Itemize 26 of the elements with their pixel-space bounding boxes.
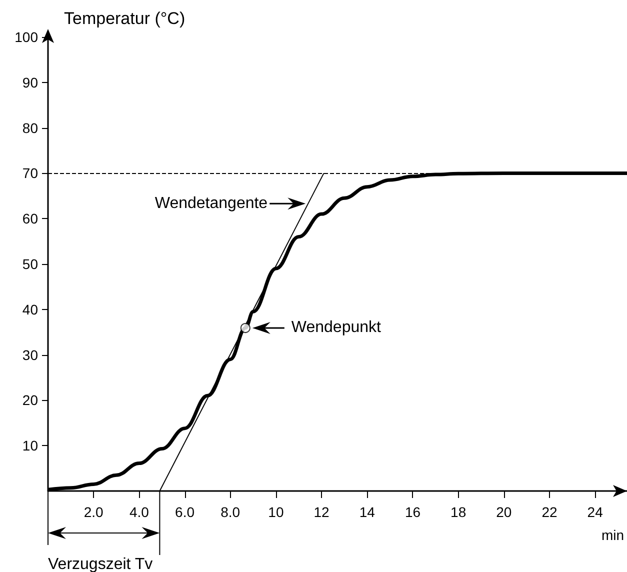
x-tick-label: 16 xyxy=(404,504,421,520)
x-tick-label: 20 xyxy=(496,504,512,520)
x-tick-label: 18 xyxy=(450,504,466,520)
y-tick-label: 100 xyxy=(14,29,38,45)
y-tick-label: 90 xyxy=(22,74,38,90)
annotation: Wendetangente xyxy=(154,194,268,212)
y-axis-title: Temperatur (°C) xyxy=(64,9,186,28)
y-tick-label: 70 xyxy=(22,165,38,182)
y-tick-label: 20 xyxy=(22,392,38,408)
x-tick-label: 6.0 xyxy=(175,504,195,520)
y-tick-label: 30 xyxy=(22,346,38,363)
x-tick-label: 10 xyxy=(268,504,284,520)
y-tick-label: 40 xyxy=(22,301,38,318)
x-tick-label: 24 xyxy=(587,504,604,520)
x-tick-label: 4.0 xyxy=(129,504,150,520)
y-tick-label: 80 xyxy=(22,120,38,136)
x-axis-title: min xyxy=(601,527,624,543)
x-tick-label: 8.0 xyxy=(220,504,240,520)
x-tick-label: 12 xyxy=(314,504,330,520)
annotation: Wendepunkt xyxy=(291,319,382,336)
x-tick-label: 2.0 xyxy=(84,504,104,520)
y-tick-label: 50 xyxy=(22,256,38,272)
y-tick-label: 10 xyxy=(22,438,38,454)
x-tick-label: 14 xyxy=(359,504,376,520)
y-tick-label: 60 xyxy=(22,210,38,227)
x-tick-label: 22 xyxy=(542,504,558,520)
